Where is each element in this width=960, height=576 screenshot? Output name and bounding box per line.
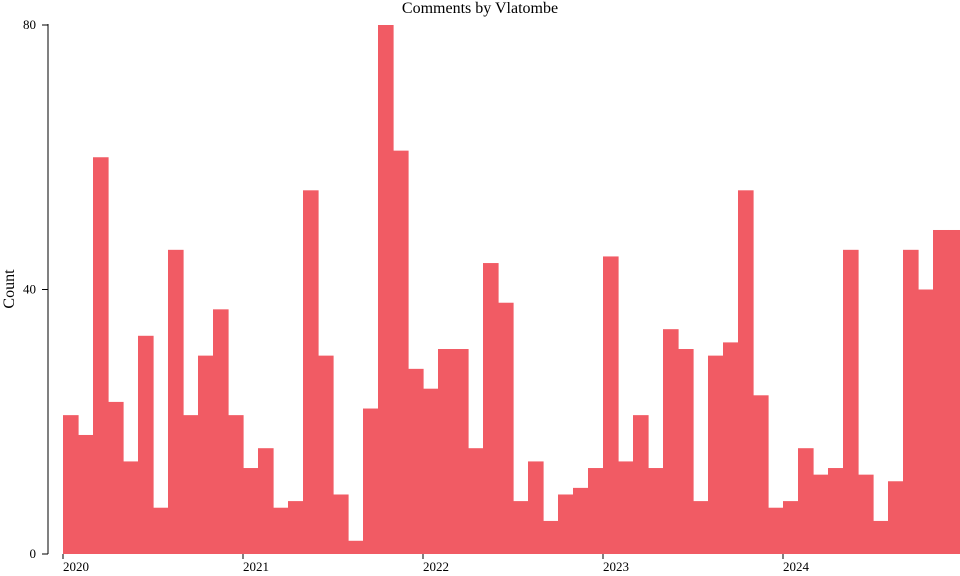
bar-2023-02: [618, 461, 634, 554]
bars-group: [63, 25, 960, 555]
bar-2022-05: [483, 263, 499, 554]
x-axis-ticks: 2020 2021 2022 2023 2024: [62, 554, 810, 574]
bar-2020-02: [78, 434, 94, 554]
bar-2024-06: [858, 474, 874, 554]
bar-2024-10: [918, 289, 934, 554]
bar-2024-07: [873, 520, 889, 554]
bar-2024-09: [903, 249, 919, 554]
bar-2023-05: [663, 329, 679, 554]
bar-2021-07: [333, 494, 349, 554]
bar-2020-01: [63, 415, 79, 554]
bar-2024-03: [813, 474, 829, 554]
bar-2023-07: [693, 501, 709, 554]
bar-2024-12: [948, 229, 960, 555]
y-tick-label: 80: [23, 17, 36, 32]
bar-2021-05: [303, 190, 319, 554]
bar-2021-01: [243, 468, 259, 554]
bar-2020-04: [108, 401, 124, 554]
bar-2021-11: [393, 150, 409, 554]
bar-2024-08: [888, 481, 904, 554]
bar-2024-11: [933, 229, 949, 555]
bar-2023-03: [633, 415, 649, 554]
y-axis-ticks: 0 40 80: [23, 17, 48, 561]
bar-2022-08: [528, 461, 544, 554]
bar-2023-09: [723, 342, 739, 554]
bar-2023-04: [648, 468, 664, 554]
bar-2023-06: [678, 349, 694, 554]
bar-2022-01: [423, 388, 439, 554]
bar-2020-08: [168, 249, 184, 554]
bar-2020-11: [213, 309, 229, 554]
bar-2024-04: [828, 468, 844, 554]
bar-2023-08: [708, 355, 724, 554]
bar-2021-08: [348, 540, 364, 554]
bar-2022-04: [468, 448, 484, 554]
y-tick-label: 0: [30, 546, 37, 561]
bar-2022-07: [513, 501, 529, 554]
bar-2023-12: [768, 507, 784, 554]
bar-2020-12: [228, 415, 244, 554]
bar-2020-10: [198, 355, 214, 554]
bar-2021-03: [273, 507, 289, 554]
bar-2021-04: [288, 501, 304, 554]
x-tick-label: 2022: [423, 559, 449, 574]
bar-2022-11: [573, 487, 589, 554]
bar-2020-06: [138, 335, 154, 554]
x-tick-label: 2020: [63, 559, 89, 574]
bar-2022-02: [438, 349, 454, 554]
bar-2024-02: [798, 448, 814, 554]
x-tick-label: 2023: [603, 559, 629, 574]
bar-2021-09: [363, 408, 379, 554]
bar-2020-09: [183, 415, 199, 554]
bar-2022-03: [453, 349, 469, 554]
bar-2020-07: [153, 507, 169, 554]
chart-title: Comments by Vlatombe: [402, 0, 558, 17]
bar-2020-05: [123, 461, 139, 554]
y-tick-label: 40: [23, 282, 36, 297]
bar-2021-12: [408, 368, 424, 554]
x-tick-label: 2021: [243, 559, 269, 574]
y-axis-label: Count: [1, 269, 18, 309]
bar-2021-06: [318, 355, 334, 554]
bar-2022-10: [558, 494, 574, 554]
bar-2022-12: [588, 468, 604, 554]
x-tick-label: 2024: [783, 559, 810, 574]
bar-2021-10: [378, 25, 394, 554]
bar-2024-05: [843, 249, 859, 554]
bar-2021-02: [258, 448, 274, 554]
bar-2022-06: [498, 302, 514, 554]
bar-2023-10: [738, 190, 754, 554]
bar-2024-01: [783, 501, 799, 554]
bar-2023-11: [753, 395, 769, 554]
bar-2020-03: [93, 157, 109, 554]
bar-2023-01: [603, 256, 619, 554]
bar-2022-09: [543, 520, 559, 554]
